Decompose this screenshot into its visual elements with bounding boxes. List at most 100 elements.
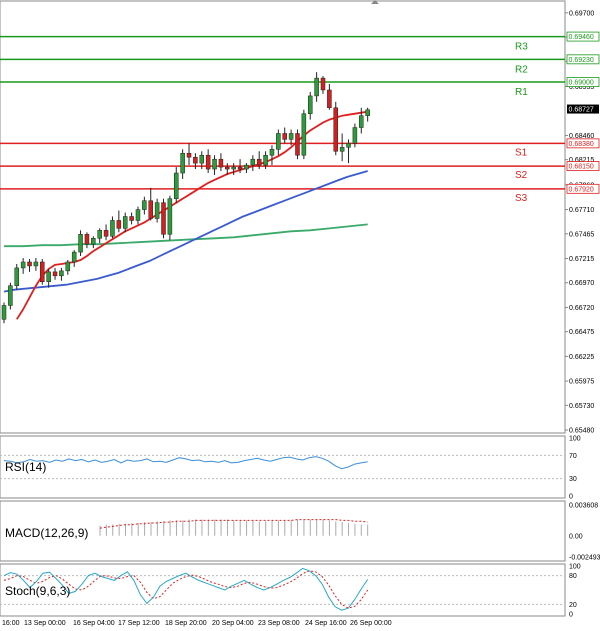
rsi-tick-label: 70 — [569, 453, 577, 460]
candle-body — [110, 220, 115, 237]
candle-body — [1, 305, 7, 320]
candle-body — [320, 77, 326, 91]
candle-body — [116, 220, 122, 229]
candle-body — [33, 261, 39, 267]
y-tick-label: 0.66970 — [569, 280, 594, 287]
x-tick-label: 26 Sep 00:00 — [350, 620, 392, 627]
y-tick-label: 0.67215 — [569, 256, 594, 263]
macd-title: MACD(12,26,9) — [5, 526, 88, 540]
level-name-s1: S1 — [515, 147, 528, 158]
candle-body — [148, 200, 153, 219]
level-tag-box — [566, 54, 600, 65]
level-tag-r2: 0.69230 — [569, 57, 594, 64]
y-tick-label: 0.68955 — [569, 84, 594, 91]
stoch-title: Stoch(9,6,3) — [5, 584, 70, 598]
candle-body — [8, 285, 13, 306]
last-price-box — [567, 104, 599, 114]
level-tag-s3: 0.67920 — [569, 186, 594, 193]
stoch-tick-label: 20 — [569, 602, 577, 609]
level-name-r1: R1 — [515, 87, 528, 98]
y-tick-label: 0.68215 — [569, 157, 594, 164]
level-tag-box — [566, 138, 600, 149]
level-tag-box — [566, 77, 600, 87]
x-tick-label: 20 Sep 04:00 — [212, 620, 254, 627]
level-name-s2: S2 — [515, 170, 528, 181]
x-tick-label: 13 Sep 00:00 — [24, 620, 66, 627]
candle-body — [269, 149, 275, 156]
y-tick-label: 0.66720 — [569, 305, 594, 312]
y-tick-label: 0.67465 — [569, 231, 594, 238]
candle-body — [40, 261, 45, 283]
stoch-tick-label: 80 — [569, 573, 577, 580]
candle-body — [250, 158, 256, 166]
candle-body — [71, 251, 77, 263]
y-tick-label: 0.67710 — [569, 207, 594, 214]
candle-body — [103, 230, 109, 237]
candle-body — [59, 270, 64, 277]
candle-body — [365, 109, 370, 116]
level-name-s3: S3 — [515, 193, 528, 204]
rsi-tick-label: 100 — [569, 436, 581, 443]
candle-body — [52, 271, 58, 277]
level-tag-s1: 0.68380 — [569, 141, 594, 148]
ma-mid-line — [3, 170, 368, 293]
candle-body — [282, 133, 287, 140]
candle-body — [91, 238, 96, 245]
candle-body — [339, 147, 345, 152]
level-name-r3: R3 — [515, 42, 528, 53]
y-tick-label: 0.66225 — [569, 354, 594, 361]
candle-body — [359, 115, 364, 128]
candle-body — [46, 271, 51, 283]
candle-body — [307, 95, 313, 114]
y-tick-label: 0.65730 — [569, 403, 594, 410]
candle-body — [276, 133, 281, 150]
candle-body — [199, 154, 205, 164]
x-tick-label: 23 Sep 08:00 — [258, 620, 300, 627]
candle-body — [20, 261, 26, 269]
candle-body — [122, 216, 128, 229]
rsi-pane-frame — [0, 435, 566, 499]
candle-body — [174, 172, 179, 199]
x-tick-label: 16:00 — [2, 620, 20, 627]
macd-tick-label: -0.002493 — [569, 555, 600, 562]
candle-body — [288, 133, 294, 140]
candle-body — [27, 261, 32, 267]
candle-body — [205, 154, 211, 170]
candle-body — [186, 152, 192, 158]
candle-body — [142, 200, 147, 210]
x-tick-label: 24 Sep 16:00 — [305, 620, 347, 627]
macd-tick-label: 0.00 — [569, 533, 583, 540]
y-tick-label: 0.65975 — [569, 379, 594, 386]
candle-body — [218, 158, 224, 168]
candle-body — [154, 202, 160, 219]
macd-tick-label: 0.003608 — [569, 503, 598, 510]
candle-body — [237, 166, 243, 170]
macd-signal-line — [99, 519, 368, 529]
macd-pane-frame — [0, 500, 566, 562]
level-name-r2: R2 — [515, 64, 528, 75]
level-tag-r1: 0.69000 — [569, 80, 594, 87]
shift-marker-icon — [371, 0, 379, 4]
ma-slow-line — [4, 223, 368, 248]
candle-body — [212, 158, 217, 170]
level-tag-box — [566, 183, 600, 194]
candle-body — [193, 156, 198, 164]
stoch-tick-label: 0 — [569, 612, 573, 619]
y-tick-label: 0.66475 — [569, 329, 594, 336]
x-tick-label: 17 Sep 12:00 — [118, 620, 160, 627]
candle-body — [161, 202, 166, 235]
candle-body — [333, 107, 339, 152]
candle-body — [180, 152, 185, 174]
candle-body — [231, 166, 236, 170]
candle-body — [167, 198, 173, 235]
candle-body — [263, 154, 268, 166]
last-price-label: 0.68727 — [569, 107, 594, 114]
y-tick-label: 0.69700 — [569, 10, 594, 17]
level-tag-r3: 0.69460 — [569, 34, 594, 41]
candle-body — [256, 158, 262, 166]
candle-body — [346, 143, 351, 148]
candle-body — [129, 216, 134, 221]
rsi-title: RSI(14) — [5, 460, 46, 474]
candle-body — [78, 234, 83, 253]
